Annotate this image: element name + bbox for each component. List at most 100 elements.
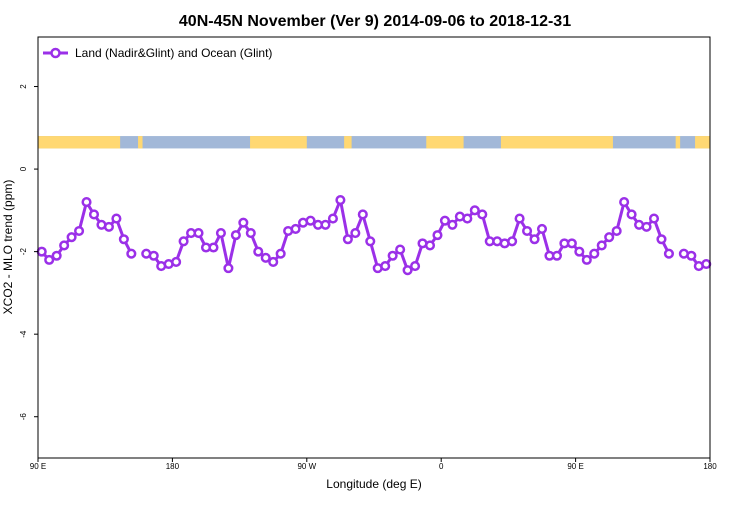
data-point <box>245 228 256 239</box>
data-point <box>514 213 525 224</box>
land-segment <box>500 136 613 149</box>
land-segment <box>426 136 464 149</box>
data-point <box>410 261 421 272</box>
data-point <box>275 248 286 259</box>
data-point <box>507 236 518 247</box>
x-tick-label: 180 <box>703 462 717 471</box>
data-point <box>641 221 652 232</box>
data-point <box>88 209 100 220</box>
chart-title: 40N-45N November (Ver 9) 2014-09-06 to 2… <box>179 13 571 30</box>
land-segment <box>695 136 710 149</box>
data-point <box>686 250 697 261</box>
data-point <box>103 221 114 232</box>
data-point <box>36 246 47 257</box>
data-point <box>604 232 615 243</box>
data-point <box>469 205 480 216</box>
data-point <box>574 246 585 257</box>
data-point <box>320 219 331 230</box>
land-segment <box>344 136 352 149</box>
data-point <box>447 219 458 230</box>
data-point <box>208 242 219 253</box>
x-tick-label: 90 E <box>30 462 46 471</box>
data-point <box>253 246 264 257</box>
y-tick-label: 0 <box>19 166 28 171</box>
data-point <box>581 254 592 265</box>
data-point <box>111 213 122 224</box>
land-segment <box>38 136 121 149</box>
data-point <box>126 248 137 259</box>
data-point <box>305 215 316 226</box>
data-point <box>357 209 368 220</box>
x-tick-label: 90 E <box>567 462 583 471</box>
data-point <box>611 225 622 237</box>
data-point <box>626 209 637 220</box>
x-axis-label: Longitude (deg E) <box>326 477 421 491</box>
x-tick-label: 180 <box>166 462 180 471</box>
data-point <box>656 234 667 245</box>
legend: Land (Nadir&Glint) and Ocean (Glint) <box>43 46 272 60</box>
data-point <box>223 263 234 274</box>
y-tick-label: -2 <box>19 248 28 256</box>
y-tick-label: -4 <box>19 330 28 338</box>
data-point <box>462 213 473 224</box>
data-point <box>118 234 129 245</box>
data-point <box>663 248 674 259</box>
land-segment <box>138 136 143 149</box>
data-point <box>536 223 548 234</box>
data-point <box>81 197 92 208</box>
x-tick-label: 0 <box>439 462 444 471</box>
data-point <box>477 209 488 220</box>
data-point <box>395 244 406 255</box>
series-points-layer <box>36 194 712 276</box>
data-point <box>342 234 353 245</box>
data-point <box>74 225 85 237</box>
data-point <box>402 265 413 276</box>
data-point <box>59 240 70 251</box>
data-point <box>171 256 182 267</box>
x-tick-label: 90 W <box>297 462 316 471</box>
data-point <box>701 258 712 270</box>
data-point <box>238 217 249 228</box>
data-point <box>424 240 436 251</box>
data-point <box>648 213 660 224</box>
y-tick-label: -6 <box>19 413 28 421</box>
data-point <box>230 230 241 241</box>
data-point <box>268 256 279 267</box>
data-point <box>327 213 338 224</box>
x-axis-ticks: 90 E 180 90 W 0 90 E 180 <box>30 458 717 471</box>
data-point <box>522 225 533 237</box>
data-point <box>178 236 189 247</box>
data-point <box>51 250 62 261</box>
land-segment <box>675 136 681 149</box>
data-point <box>335 194 346 206</box>
y-axis-ticks: 2 0 -2 -4 -6 <box>19 84 38 421</box>
data-point <box>260 252 271 263</box>
legend-series-label: Land (Nadir&Glint) and Ocean (Glint) <box>75 46 272 60</box>
plot-frame <box>37 36 711 459</box>
data-point <box>290 223 301 234</box>
data-point <box>387 250 398 261</box>
legend-marker-swatch <box>50 47 61 59</box>
data-point <box>596 240 607 251</box>
y-tick-label: 2 <box>19 84 28 89</box>
data-point <box>566 238 577 249</box>
data-point <box>148 250 159 261</box>
land-segment <box>250 136 307 149</box>
data-point <box>529 234 540 245</box>
data-point <box>551 250 562 261</box>
data-point <box>589 248 600 259</box>
data-point <box>215 228 226 239</box>
data-point <box>44 254 55 265</box>
data-point <box>365 236 376 247</box>
data-point <box>66 232 77 243</box>
land-ocean-band <box>38 136 710 149</box>
data-point <box>619 197 630 208</box>
data-point <box>432 230 443 241</box>
data-point <box>350 228 361 239</box>
data-point <box>380 261 391 272</box>
y-axis-label: XCO2 - MLO trend (ppm) <box>1 180 15 315</box>
data-point <box>439 215 450 226</box>
data-point <box>193 228 204 239</box>
